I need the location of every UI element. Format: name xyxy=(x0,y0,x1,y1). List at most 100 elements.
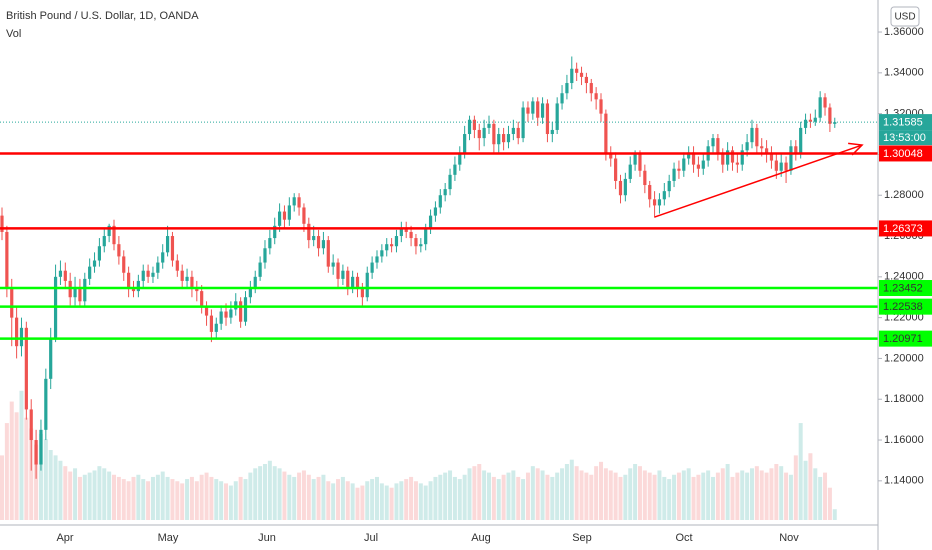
candle-body xyxy=(594,93,598,100)
volume-bar xyxy=(404,479,409,520)
volume-bar xyxy=(326,481,331,520)
currency[interactable]: USD xyxy=(894,12,915,23)
volume-bar xyxy=(4,423,9,520)
volume-bar xyxy=(350,483,355,520)
candle-body xyxy=(34,440,38,465)
volume-layer xyxy=(0,390,837,520)
candle-body xyxy=(151,272,155,277)
volume-bar xyxy=(555,472,560,520)
volume-bar xyxy=(301,470,306,520)
candle-body xyxy=(730,150,735,163)
volume-bar xyxy=(68,471,73,520)
candle-body xyxy=(755,127,759,147)
volume-bar xyxy=(574,466,579,520)
volume-bar xyxy=(691,476,696,520)
candle-body xyxy=(555,103,559,130)
candle-body xyxy=(161,252,165,263)
candle-body xyxy=(248,287,252,298)
candle-body xyxy=(443,189,447,196)
candle-body xyxy=(740,150,744,165)
candle-body xyxy=(63,270,67,281)
candle-body xyxy=(696,164,701,169)
candle-body xyxy=(112,225,116,245)
candle-body xyxy=(599,99,603,114)
level-label-box xyxy=(879,330,932,347)
volume-bar xyxy=(472,466,477,520)
candle-body xyxy=(253,276,257,288)
candle-body xyxy=(312,236,316,241)
volume-bar xyxy=(735,472,740,520)
candle-body xyxy=(628,164,632,179)
volume-bar xyxy=(321,474,326,520)
volume-bar xyxy=(467,468,472,520)
volume-bar xyxy=(477,464,482,520)
volume-bar xyxy=(491,476,496,520)
volume-bar xyxy=(487,472,491,520)
candle-body xyxy=(453,164,457,175)
candle-body xyxy=(818,97,822,118)
level-label-box xyxy=(879,280,932,297)
volume-label: Vol xyxy=(6,28,21,40)
candle-body xyxy=(360,289,364,298)
x-tick-label: Jul xyxy=(364,532,378,544)
volume-bar xyxy=(131,476,136,520)
candle-body xyxy=(29,409,33,441)
volume-bar xyxy=(823,472,828,520)
volume-bar xyxy=(253,468,258,520)
volume-bar xyxy=(525,472,530,520)
volume-bar xyxy=(297,472,302,520)
candle-body xyxy=(234,301,238,310)
volume-bar xyxy=(82,474,87,520)
volume-bar xyxy=(292,476,297,520)
volume-bar xyxy=(701,472,706,520)
candle-body xyxy=(341,270,345,279)
candle-body xyxy=(88,266,92,279)
volume-bar xyxy=(272,466,277,520)
y-tick-label: 1.18000 xyxy=(884,393,924,405)
volume-bar xyxy=(730,476,735,520)
candle-body xyxy=(141,270,145,281)
axis-layer: 1.140001.160001.180001.200001.220001.240… xyxy=(56,26,932,544)
volume-bar xyxy=(146,481,151,520)
candle-body xyxy=(433,207,438,216)
currency-box[interactable] xyxy=(890,6,920,27)
volume-bar xyxy=(569,459,574,520)
candle-body xyxy=(390,244,394,247)
candle-body xyxy=(745,142,749,151)
candle-body xyxy=(492,123,496,145)
countdown-label: 13:53:00 xyxy=(883,132,926,144)
volume-bar xyxy=(121,479,126,520)
volume-bar xyxy=(311,479,316,520)
candle-body xyxy=(307,223,311,241)
candle-body xyxy=(380,250,384,257)
volume-bar xyxy=(740,470,745,520)
volume-bar xyxy=(608,470,613,520)
candle-body xyxy=(136,280,140,292)
candle-body xyxy=(10,287,14,318)
volume-bar xyxy=(560,468,565,520)
volume-bar xyxy=(267,460,272,520)
volume-bar xyxy=(720,468,725,520)
volume-bar xyxy=(63,466,68,520)
volume-bar xyxy=(506,472,511,520)
candle-body xyxy=(165,236,170,253)
candle-body xyxy=(803,119,808,128)
volume-bar xyxy=(102,468,107,520)
candle-body xyxy=(721,154,725,165)
volume-bar xyxy=(788,474,793,520)
volume-bar xyxy=(112,474,117,520)
x-tick-label: Oct xyxy=(675,532,692,544)
volume-bar xyxy=(672,474,677,520)
candle-body xyxy=(180,270,184,281)
volume-bar xyxy=(550,476,555,520)
candle-body xyxy=(760,146,764,149)
volume-bar xyxy=(798,423,803,520)
candle-body xyxy=(750,127,754,143)
volume-bar xyxy=(38,433,43,520)
volume-bar xyxy=(443,472,448,520)
level-label-box xyxy=(879,145,932,162)
volume-bar xyxy=(160,471,165,520)
candle-body xyxy=(428,215,433,228)
volume-bar xyxy=(53,455,58,520)
